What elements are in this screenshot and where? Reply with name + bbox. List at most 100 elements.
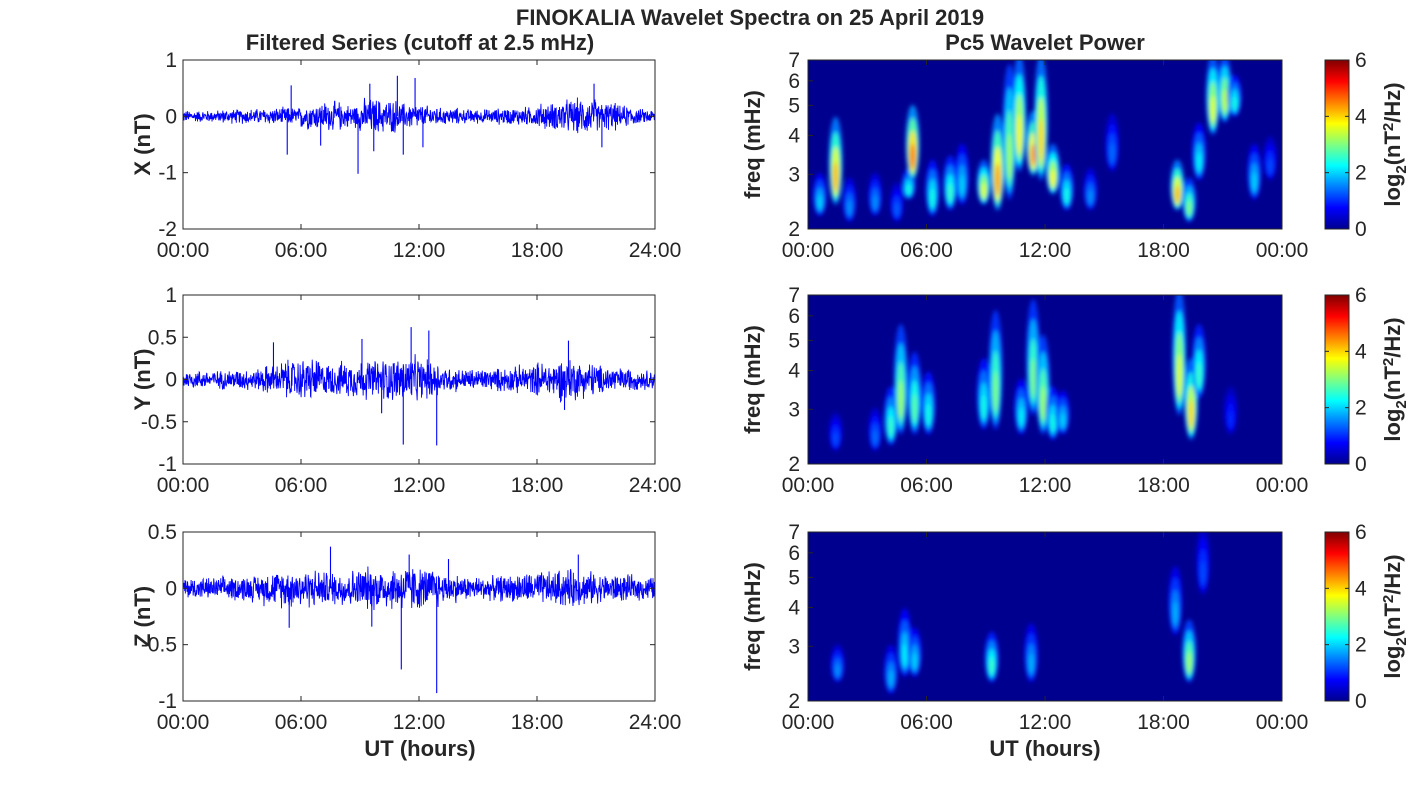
series-ytick-label: -1 — [158, 453, 177, 476]
spectrum-blob — [902, 643, 908, 667]
colorbar-label-part: log — [1380, 409, 1405, 442]
spectrum-xtick-label: 18:00 — [1137, 239, 1190, 262]
series-ytick-label: -0.5 — [141, 411, 177, 434]
spectrum-blob — [1222, 89, 1228, 113]
spectrum-ytick-label: 4 — [788, 359, 800, 382]
spectrum-blob — [959, 175, 965, 196]
series-ytick-label: -1 — [158, 162, 177, 185]
spectrum-ytick-label: 2 — [788, 453, 800, 476]
series-xtick-label: 12:00 — [393, 711, 446, 734]
spectrum-blob — [930, 188, 935, 208]
colorbar-label-part: /Hz) — [1380, 82, 1405, 122]
series-ylabel: Z (nT) — [130, 586, 155, 647]
spectrum-blob — [894, 202, 900, 217]
colorbar-label-part: log — [1380, 174, 1405, 207]
colorbar-tick-label: 6 — [1355, 521, 1367, 544]
series-xtick-label: 06:00 — [275, 239, 328, 262]
spectrum-blob — [1186, 651, 1192, 674]
series-ytick-label: 0 — [165, 369, 177, 392]
colorbar-tick-label: 2 — [1355, 634, 1367, 657]
spectrum-blob — [872, 195, 878, 210]
colorbar-label-part: /Hz) — [1380, 554, 1405, 594]
left-xlabel: UT (hours) — [364, 736, 475, 761]
spectrum-blob — [833, 432, 839, 446]
colorbar-label-part: /Hz) — [1380, 317, 1405, 357]
spectrum-xtick-label: 00:00 — [1256, 474, 1309, 497]
spectrum-blob — [1040, 385, 1046, 420]
spectrum-blob — [1188, 399, 1194, 428]
spectrum-ytick-label: 3 — [788, 163, 800, 186]
spectrum-xtick-label: 06:00 — [900, 474, 953, 497]
colorbar-label-part: log — [1380, 646, 1405, 679]
series-trace-y — [182, 354, 656, 403]
spectrum-ytick-label: 5 — [788, 566, 800, 589]
series-xtick-label: 24:00 — [629, 711, 682, 734]
colorbar-gradient — [1325, 532, 1349, 701]
spectrum-xtick-label: 12:00 — [1019, 711, 1072, 734]
series-xtick-label: 00:00 — [157, 711, 210, 734]
series-trace-x — [182, 97, 656, 134]
spectrum-blobs — [812, 60, 1278, 223]
series-xtick-label: 18:00 — [511, 711, 564, 734]
colorbar-frame — [1324, 294, 1350, 465]
spectrum-ytick-label: 7 — [788, 284, 800, 307]
spectrum-blob — [1176, 353, 1182, 397]
spectrum-blob — [989, 657, 995, 675]
spectrum-blob — [833, 161, 839, 192]
spectrum-blob — [1267, 158, 1273, 174]
colorbar-frame — [1324, 531, 1350, 702]
series-xtick-label: 24:00 — [629, 474, 682, 497]
spectrum-blob — [1088, 189, 1093, 205]
spectrum-blob — [1196, 362, 1202, 388]
spectrum-blob — [1050, 169, 1056, 187]
spectrum-ytick-label: 2 — [788, 218, 800, 241]
series-xtick-label: 00:00 — [157, 239, 210, 262]
spectrum-blob — [1210, 95, 1216, 123]
series-xtick-label: 18:00 — [511, 239, 564, 262]
colorbar-tick-label: 4 — [1355, 340, 1367, 363]
colorbar-label: log2(nT2/Hz) — [1380, 82, 1410, 206]
colorbar-tick-label: 4 — [1355, 577, 1367, 600]
spectrum-blob — [1232, 96, 1237, 111]
colorbar-tick-label: 0 — [1355, 453, 1367, 476]
spectrum-blob — [1196, 152, 1202, 172]
spectrum-blob — [981, 394, 987, 419]
series-xtick-label: 12:00 — [393, 239, 446, 262]
spectrum-xtick-label: 12:00 — [1019, 239, 1072, 262]
spectrum-blob — [906, 184, 912, 195]
colorbar-label: log2(nT2/Hz) — [1380, 554, 1410, 678]
spectrum-blob — [1251, 172, 1257, 192]
series-trace-z — [182, 566, 656, 611]
spectrum-blobs — [828, 295, 1238, 452]
spectrum-blob — [993, 371, 999, 412]
series-xtick-label: 06:00 — [275, 711, 328, 734]
colorbar-label-part: 2 — [1393, 165, 1410, 173]
colorbar-label-part: 2 — [1380, 123, 1397, 131]
spectrum-blob — [1018, 407, 1024, 427]
series-ytick-label: -0.5 — [141, 634, 177, 657]
spectrum-ytick-label: 5 — [788, 329, 800, 352]
right-column-title: Pc5 Wavelet Power — [945, 30, 1145, 55]
spectrum-blob — [1228, 411, 1234, 428]
series-panel-z: -1 -0.5 0 0.5 00:00 06:00 12:00 18:00 24:00 Z (nT… — [130, 521, 681, 734]
colorbar-tick-label: 6 — [1355, 49, 1367, 72]
colorbar-label-part: 2 — [1380, 358, 1397, 366]
spectrum-background — [808, 532, 1282, 701]
spectrum-blob — [1050, 413, 1056, 432]
right-xlabel: UT (hours) — [989, 736, 1100, 761]
series-ytick-label: 0 — [165, 577, 177, 600]
colorbar-label-part: 2 — [1393, 400, 1410, 408]
spectrum-blob — [1174, 185, 1180, 203]
series-ytick-label: 0.5 — [148, 326, 177, 349]
spectrum-blob — [1030, 358, 1036, 399]
spectrum-blob — [995, 163, 1000, 197]
series-panel-y: -1 -0.5 0 0.5 1 00:00 06:00 12:00 18:00 24:00 Y (n… — [130, 284, 681, 497]
colorbar-tick-label: 0 — [1355, 218, 1367, 241]
spectrum-blob — [1060, 413, 1066, 429]
spectrum-ytick-label: 2 — [788, 690, 800, 713]
